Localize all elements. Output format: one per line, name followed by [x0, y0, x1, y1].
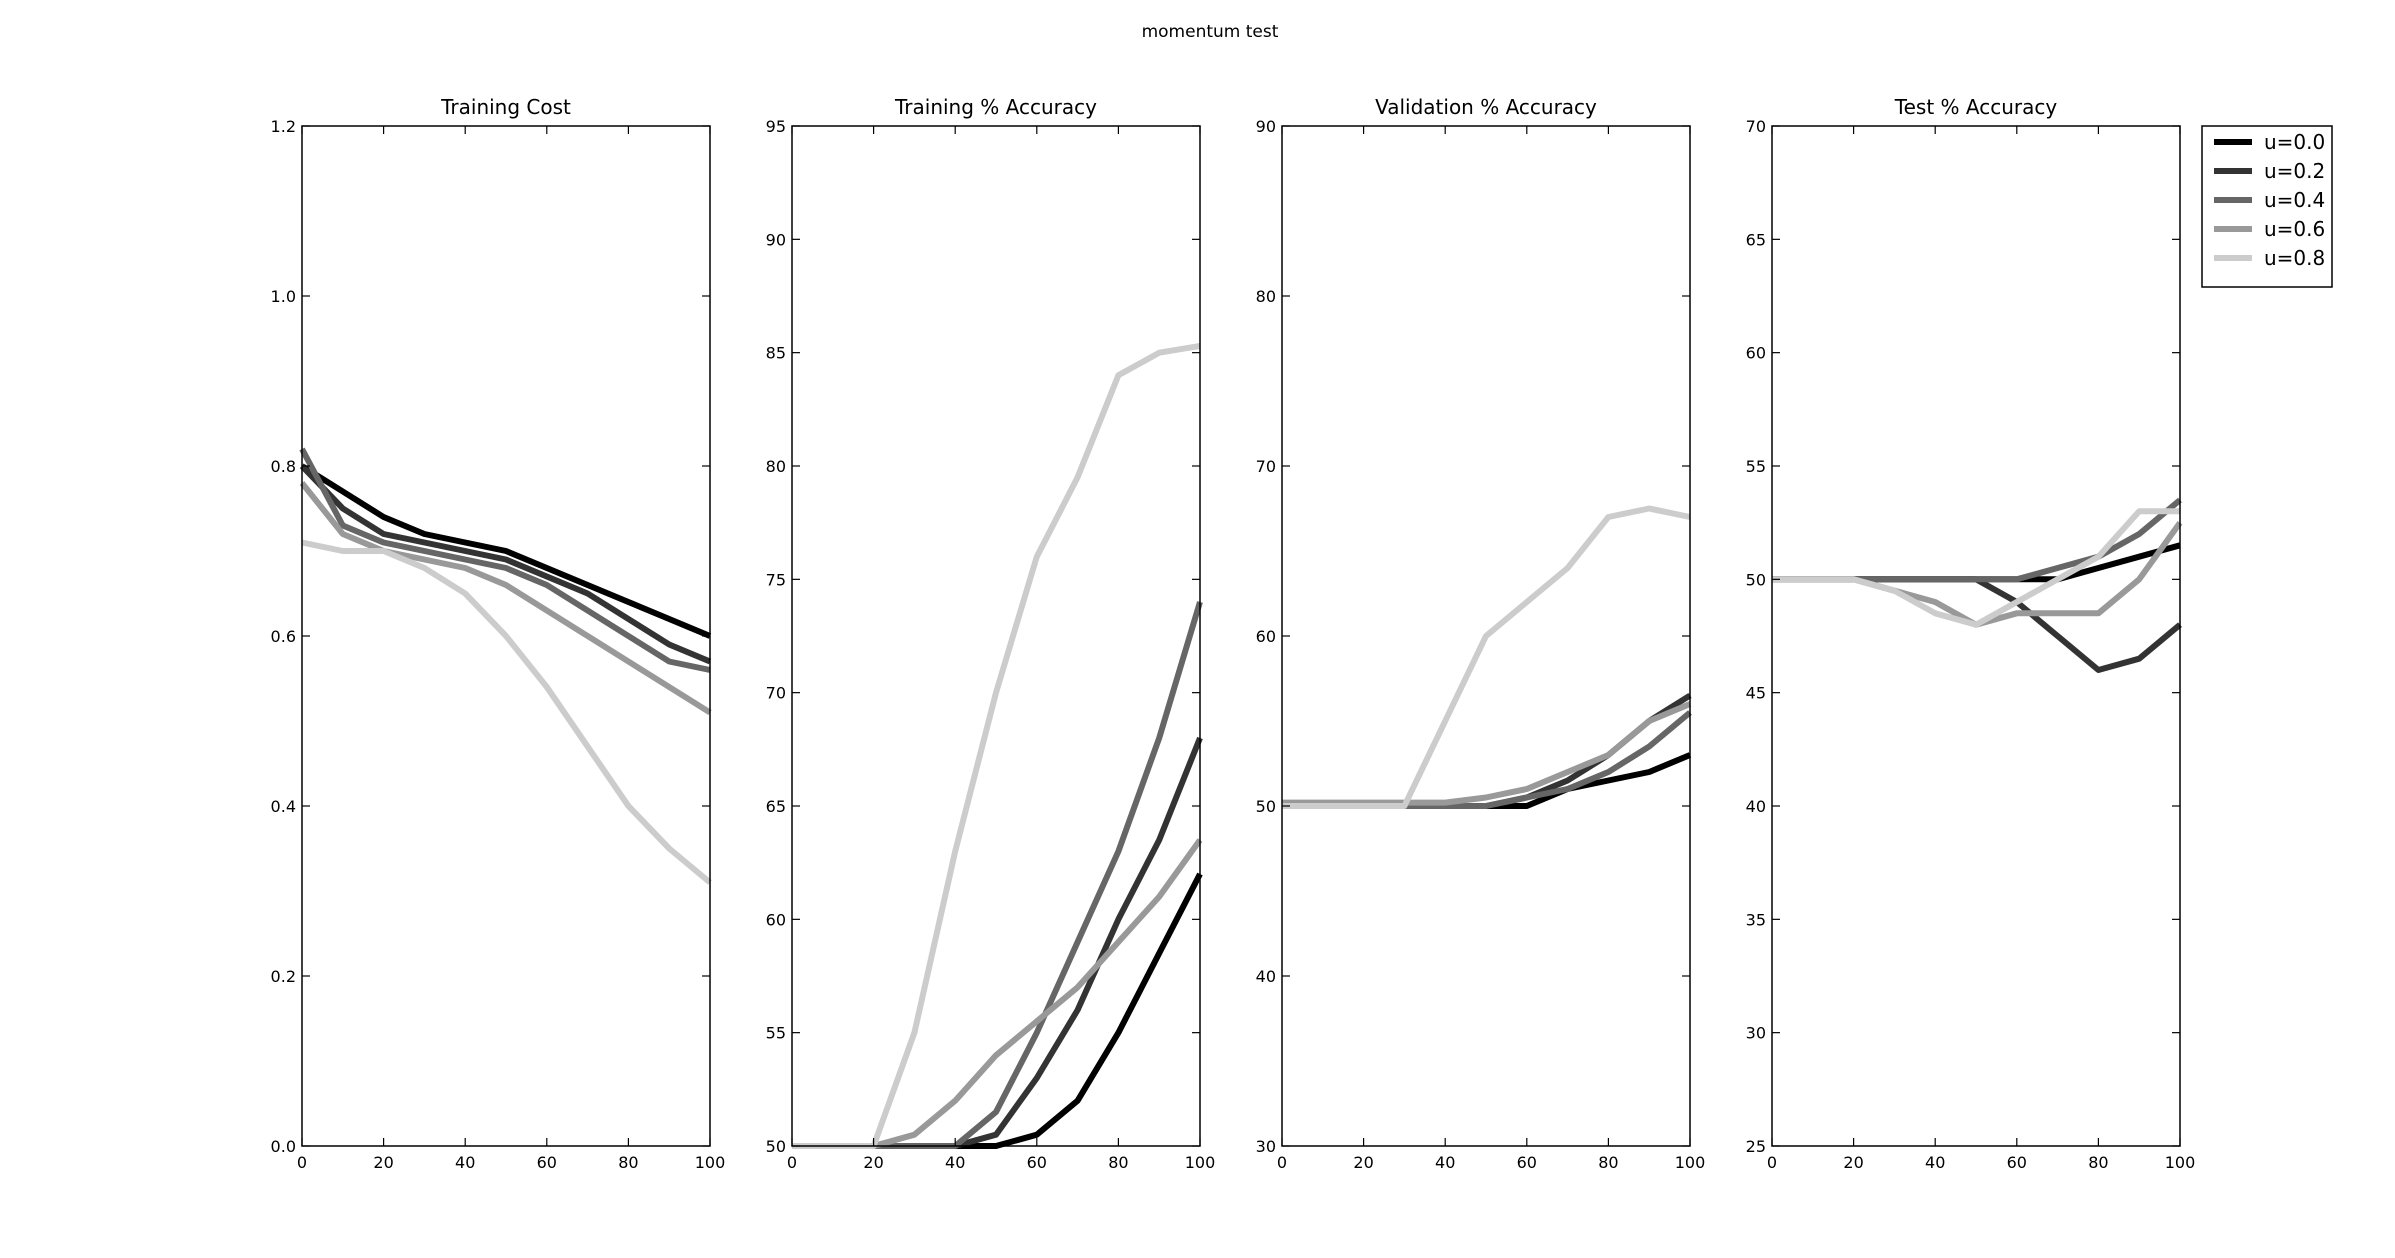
series-line-3: [299, 481, 712, 716]
y-tick-label: 95: [766, 117, 786, 136]
x-tick-label: 0: [1277, 1153, 1287, 1172]
y-tick-label: 55: [766, 1024, 786, 1043]
y-tick-label: 40: [1256, 967, 1276, 986]
series-line-4: [1772, 508, 2180, 628]
series-line-0: [792, 872, 1203, 1149]
axes-frame: [1771, 125, 2181, 1147]
axes-frame: [791, 125, 1201, 1147]
y-tick-label: 90: [766, 230, 786, 249]
y-tick-label: 50: [1746, 570, 1766, 589]
x-tick-label: 60: [1517, 1153, 1537, 1172]
y-tick-label: 70: [1746, 117, 1766, 136]
y-tick-label: 0.4: [271, 797, 296, 816]
series-line-4: [301, 539, 712, 885]
y-tick-label: 25: [1746, 1137, 1766, 1156]
y-tick-label: 45: [1746, 684, 1766, 703]
y-tick-label: 85: [766, 344, 786, 363]
x-tick-label: 40: [945, 1153, 965, 1172]
x-tick-label: 40: [455, 1153, 475, 1172]
y-tick-label: 75: [766, 570, 786, 589]
subplot-title: Test % Accuracy: [1894, 95, 2058, 119]
legend-label: u=0.0: [2264, 130, 2325, 154]
subplot-title: Training % Accuracy: [894, 95, 1097, 119]
subplot-2: Training % Accuracy 0 20 40 60 80 100 50 55 60 65 7…: [766, 95, 1216, 1172]
subplot-1: Training Cost 0 20 40 60 80 100 0.0 0.2 0.4 0.6 0.8…: [271, 95, 726, 1172]
x-tick-label: 60: [1027, 1153, 1047, 1172]
legend-label: u=0.2: [2264, 159, 2325, 183]
y-tick-label: 60: [766, 910, 786, 929]
y-tick-label: 0.8: [271, 457, 296, 476]
x-tick-label: 20: [373, 1153, 393, 1172]
series-line-2: [1772, 497, 2182, 583]
y-tick-label: 1.0: [271, 287, 296, 306]
y-tick-label: 30: [1256, 1137, 1276, 1156]
figure-suptitle: momentum test: [1142, 22, 1279, 42]
y-tick-label: 70: [766, 684, 786, 703]
series-line-2: [1282, 710, 1692, 809]
x-tick-label: 80: [1108, 1153, 1128, 1172]
legend-label: u=0.8: [2264, 246, 2325, 270]
y-tick-label: 35: [1746, 910, 1766, 929]
legend-label: u=0.4: [2264, 188, 2325, 212]
y-tick-label: 30: [1746, 1024, 1766, 1043]
x-tick-label: 0: [1767, 1153, 1777, 1172]
series-line-0: [300, 463, 712, 639]
y-tick-label: 90: [1256, 117, 1276, 136]
y-tick-label: 50: [1256, 797, 1276, 816]
x-tick-label: 80: [618, 1153, 638, 1172]
x-tick-label: 60: [537, 1153, 557, 1172]
series-line-1: [299, 463, 712, 665]
y-tick-label: 80: [766, 457, 786, 476]
y-tick-label: 65: [1746, 230, 1766, 249]
y-tick-label: 0.2: [271, 967, 296, 986]
subplot-4: Test % Accuracy 0 20 40 60 80 100 25 30 35 40 45 50 5…: [1746, 95, 2196, 1172]
series-line-0: [1772, 542, 2181, 583]
series-line-1: [1282, 692, 1692, 809]
legend-label: u=0.6: [2264, 217, 2325, 241]
y-tick-label: 0.6: [271, 627, 296, 646]
x-tick-label: 100: [695, 1153, 726, 1172]
y-tick-label: 1.2: [271, 117, 296, 136]
y-tick-label: 70: [1256, 457, 1276, 476]
y-tick-label: 0.0: [271, 1137, 296, 1156]
x-tick-label: 20: [1353, 1153, 1373, 1172]
x-tick-label: 100: [2165, 1153, 2196, 1172]
x-tick-label: 80: [1598, 1153, 1618, 1172]
y-tick-label: 65: [766, 797, 786, 816]
x-tick-label: 0: [787, 1153, 797, 1172]
series-line-4: [792, 342, 1201, 1149]
y-tick-label: 50: [766, 1137, 786, 1156]
x-tick-label: 100: [1675, 1153, 1706, 1172]
subplots: Training Cost 0 20 40 60 80 100 0.0 0.2 0.4 0.6 0.8…: [271, 95, 2196, 1172]
subplot-title: Training Cost: [440, 95, 571, 119]
series-line-3: [1282, 701, 1692, 806]
subplot-title: Validation % Accuracy: [1375, 95, 1597, 119]
x-tick-label: 40: [1435, 1153, 1455, 1172]
y-tick-label: 60: [1746, 344, 1766, 363]
subplot-3: Validation % Accuracy 0 20 40 60 80 100 30 40 50 6…: [1256, 95, 1706, 1172]
x-tick-label: 60: [2007, 1153, 2027, 1172]
y-tick-label: 55: [1746, 457, 1766, 476]
legend: u=0.0 u=0.2 u=0.4 u=0.6 u=0.8: [2201, 125, 2333, 288]
series-line-4: [1282, 505, 1691, 809]
x-tick-label: 80: [2088, 1153, 2108, 1172]
y-tick-label: 60: [1256, 627, 1276, 646]
x-tick-label: 40: [1925, 1153, 1945, 1172]
x-tick-label: 20: [863, 1153, 883, 1172]
series-line-2: [299, 447, 711, 673]
x-tick-label: 100: [1185, 1153, 1216, 1172]
y-tick-label: 40: [1746, 797, 1766, 816]
x-tick-label: 20: [1843, 1153, 1863, 1172]
x-tick-label: 0: [297, 1153, 307, 1172]
y-tick-label: 80: [1256, 287, 1276, 306]
